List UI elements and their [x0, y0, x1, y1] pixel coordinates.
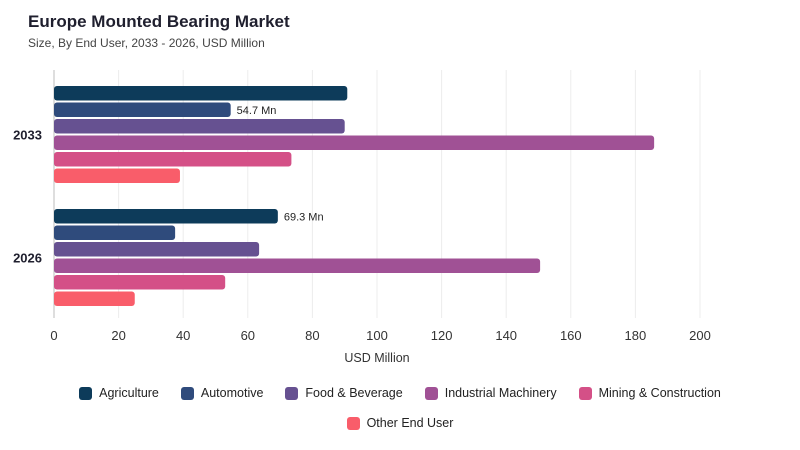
bar	[54, 258, 541, 273]
legend-swatch	[285, 386, 299, 400]
x-tick-label: 20	[111, 328, 125, 343]
bar	[54, 168, 180, 183]
bar	[54, 291, 135, 306]
legend-item-automotive[interactable]: Automotive	[180, 386, 264, 400]
legend-item-food-beverage[interactable]: Food & Beverage	[285, 386, 403, 400]
legend-label: Mining & Construction	[598, 386, 721, 400]
x-tick-label: 0	[50, 328, 57, 343]
chart-subtitle: Size, By End User, 2033 - 2026, USD Mill…	[28, 36, 265, 50]
legend-item-other-end-user[interactable]: Other End User	[346, 416, 454, 430]
legend: Agriculture Automotive Food & Beverage I…	[0, 382, 800, 442]
bar	[54, 209, 278, 224]
data-label: 54.7 Mn	[237, 105, 277, 117]
bar	[54, 275, 226, 290]
x-tick-label: 160	[560, 328, 582, 343]
legend-swatch	[79, 386, 93, 400]
legend-swatch	[424, 386, 438, 400]
x-tick-label: 60	[241, 328, 255, 343]
legend-item-agriculture[interactable]: Agriculture	[79, 386, 159, 400]
legend-item-industrial-machinery[interactable]: Industrial Machinery	[424, 386, 557, 400]
bar-chart: 0 20 40 60 80 100 120 140 160 180 200 USD Million 20…	[13, 70, 711, 365]
legend-label: Industrial Machinery	[444, 386, 557, 400]
bar	[54, 242, 260, 257]
legend-row-1: Agriculture Automotive Food & Beverage I…	[0, 382, 800, 404]
legend-item-mining-construction[interactable]: Mining & Construction	[578, 386, 721, 400]
chart-title: Europe Mounted Bearing Market	[28, 12, 290, 31]
data-label: 69.3 Mn	[284, 211, 324, 223]
legend-swatch	[346, 416, 360, 430]
bar	[54, 119, 345, 134]
y-category-label: 2033	[13, 128, 42, 143]
x-tick-label: 200	[689, 328, 711, 343]
x-tick-label: 40	[176, 328, 190, 343]
legend-swatch	[578, 386, 592, 400]
x-tick-label: 80	[305, 328, 319, 343]
legend-row-2: Other End User	[0, 412, 800, 434]
legend-label: Agriculture	[99, 386, 159, 400]
legend-label: Food & Beverage	[305, 386, 403, 400]
bar	[54, 86, 348, 101]
bar	[54, 152, 292, 167]
legend-label: Automotive	[200, 386, 264, 400]
bar	[54, 135, 655, 150]
x-tick-label: 120	[431, 328, 453, 343]
y-category-label: 2026	[13, 251, 42, 266]
x-tick-label: 140	[495, 328, 517, 343]
bar	[54, 225, 176, 240]
legend-swatch	[180, 386, 194, 400]
legend-label: Other End User	[366, 416, 454, 430]
x-axis-title: USD Million	[344, 351, 409, 365]
bar	[54, 102, 231, 117]
x-tick-label: 100	[366, 328, 388, 343]
x-tick-label: 180	[625, 328, 647, 343]
